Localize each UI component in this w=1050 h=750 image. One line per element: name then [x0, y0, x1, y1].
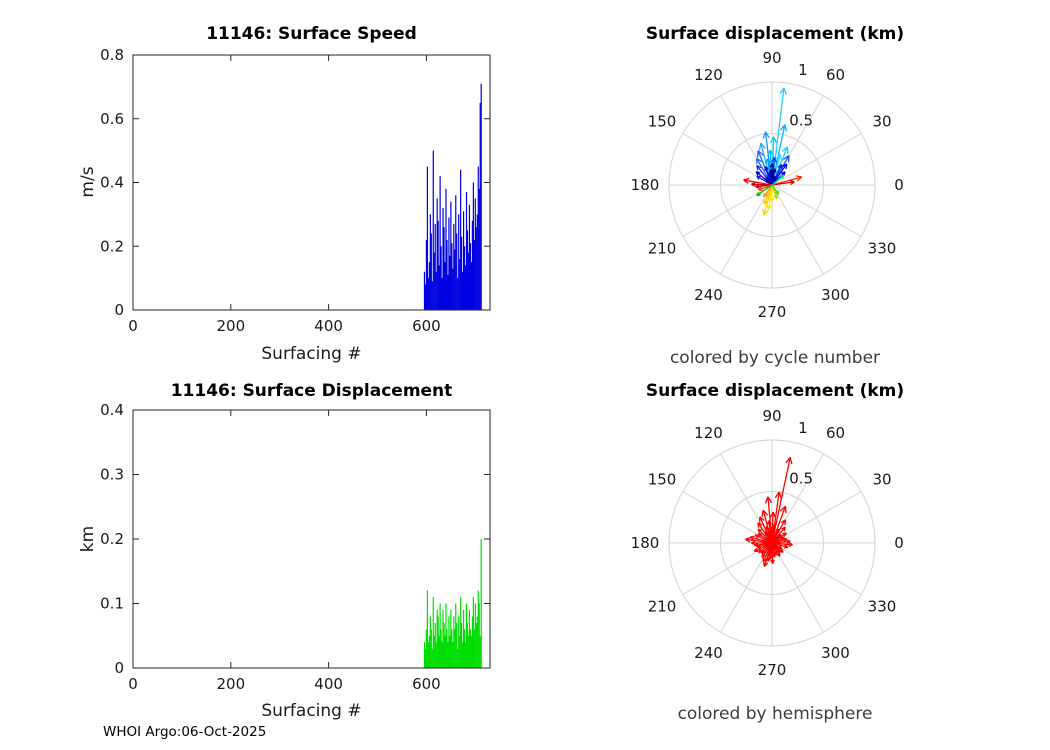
svg-text:600: 600	[412, 675, 441, 693]
svg-text:200: 200	[216, 675, 245, 693]
svg-text:400: 400	[314, 317, 343, 335]
displacement-x-axis-label: Surfacing #	[261, 701, 362, 721]
svg-text:0: 0	[128, 675, 138, 693]
svg-text:0.5: 0.5	[789, 469, 813, 487]
speed-chart-title: 11146: Surface Speed	[206, 24, 417, 44]
svg-text:90: 90	[762, 49, 781, 67]
svg-text:200: 200	[216, 317, 245, 335]
svg-text:330: 330	[868, 598, 897, 616]
speed-x-axis-label: Surfacing #	[261, 344, 362, 364]
watermark-text: WHOI Argo:06-Oct-2025	[103, 724, 267, 740]
svg-text:210: 210	[648, 240, 677, 258]
svg-text:0.8: 0.8	[100, 46, 124, 64]
svg-text:0: 0	[114, 301, 124, 319]
svg-text:150: 150	[648, 113, 677, 131]
svg-text:400: 400	[314, 675, 343, 693]
svg-text:0: 0	[894, 534, 904, 552]
svg-text:120: 120	[694, 424, 723, 442]
svg-text:180: 180	[631, 534, 660, 552]
svg-text:120: 120	[694, 66, 723, 84]
svg-text:150: 150	[648, 471, 677, 489]
svg-text:0.4: 0.4	[100, 174, 124, 192]
svg-text:0.3: 0.3	[100, 466, 124, 484]
svg-text:330: 330	[868, 240, 897, 258]
polar-plot-hemisphere: 0 30 60 90 120 150 180 210 240 270 300 330 0.5 1	[631, 407, 904, 679]
svg-text:180: 180	[631, 176, 660, 194]
polar-hemisphere-title: Surface displacement (km)	[645, 381, 905, 401]
svg-text:30: 30	[872, 113, 891, 131]
polar-hemisphere-caption: colored by hemisphere	[677, 704, 873, 724]
svg-text:0.5: 0.5	[789, 111, 813, 129]
svg-text:30: 30	[872, 471, 891, 489]
displacement-chart-title: 11146: Surface Displacement	[170, 381, 453, 401]
svg-text:210: 210	[648, 598, 677, 616]
svg-text:240: 240	[694, 286, 723, 304]
svg-text:1: 1	[798, 419, 808, 437]
svg-text:0: 0	[894, 176, 904, 194]
speed-y-axis-label: m/s	[78, 166, 98, 198]
svg-text:240: 240	[694, 644, 723, 662]
svg-text:0.4: 0.4	[100, 401, 124, 419]
svg-text:300: 300	[821, 644, 850, 662]
speed-bar-chart: 0 200 400 600 0 0.2 0.4 0.6 0.8	[100, 46, 491, 335]
displacement-bar-chart: 0 200 400 600 0 0.1 0.2 0.3 0.4	[100, 401, 491, 693]
svg-text:60: 60	[826, 424, 845, 442]
svg-text:0.6: 0.6	[100, 110, 124, 128]
svg-text:1: 1	[798, 61, 808, 79]
svg-text:0: 0	[128, 317, 138, 335]
svg-text:60: 60	[826, 66, 845, 84]
svg-text:0.1: 0.1	[100, 595, 124, 613]
polar-plot-cycle-number: 0 30 60 90 120 150 180 210 240 270 300 330 0.5 1	[631, 49, 904, 321]
svg-text:0: 0	[114, 659, 124, 677]
svg-text:600: 600	[412, 317, 441, 335]
polar-cycle-title: Surface displacement (km)	[645, 24, 905, 44]
svg-text:0.2: 0.2	[100, 530, 124, 548]
displacement-y-axis-label: km	[78, 525, 98, 553]
svg-text:90: 90	[762, 407, 781, 425]
svg-text:270: 270	[758, 661, 787, 679]
svg-text:300: 300	[821, 286, 850, 304]
svg-text:0.2: 0.2	[100, 237, 124, 255]
svg-text:270: 270	[758, 303, 787, 321]
polar-cycle-caption: colored by cycle number	[669, 348, 881, 368]
